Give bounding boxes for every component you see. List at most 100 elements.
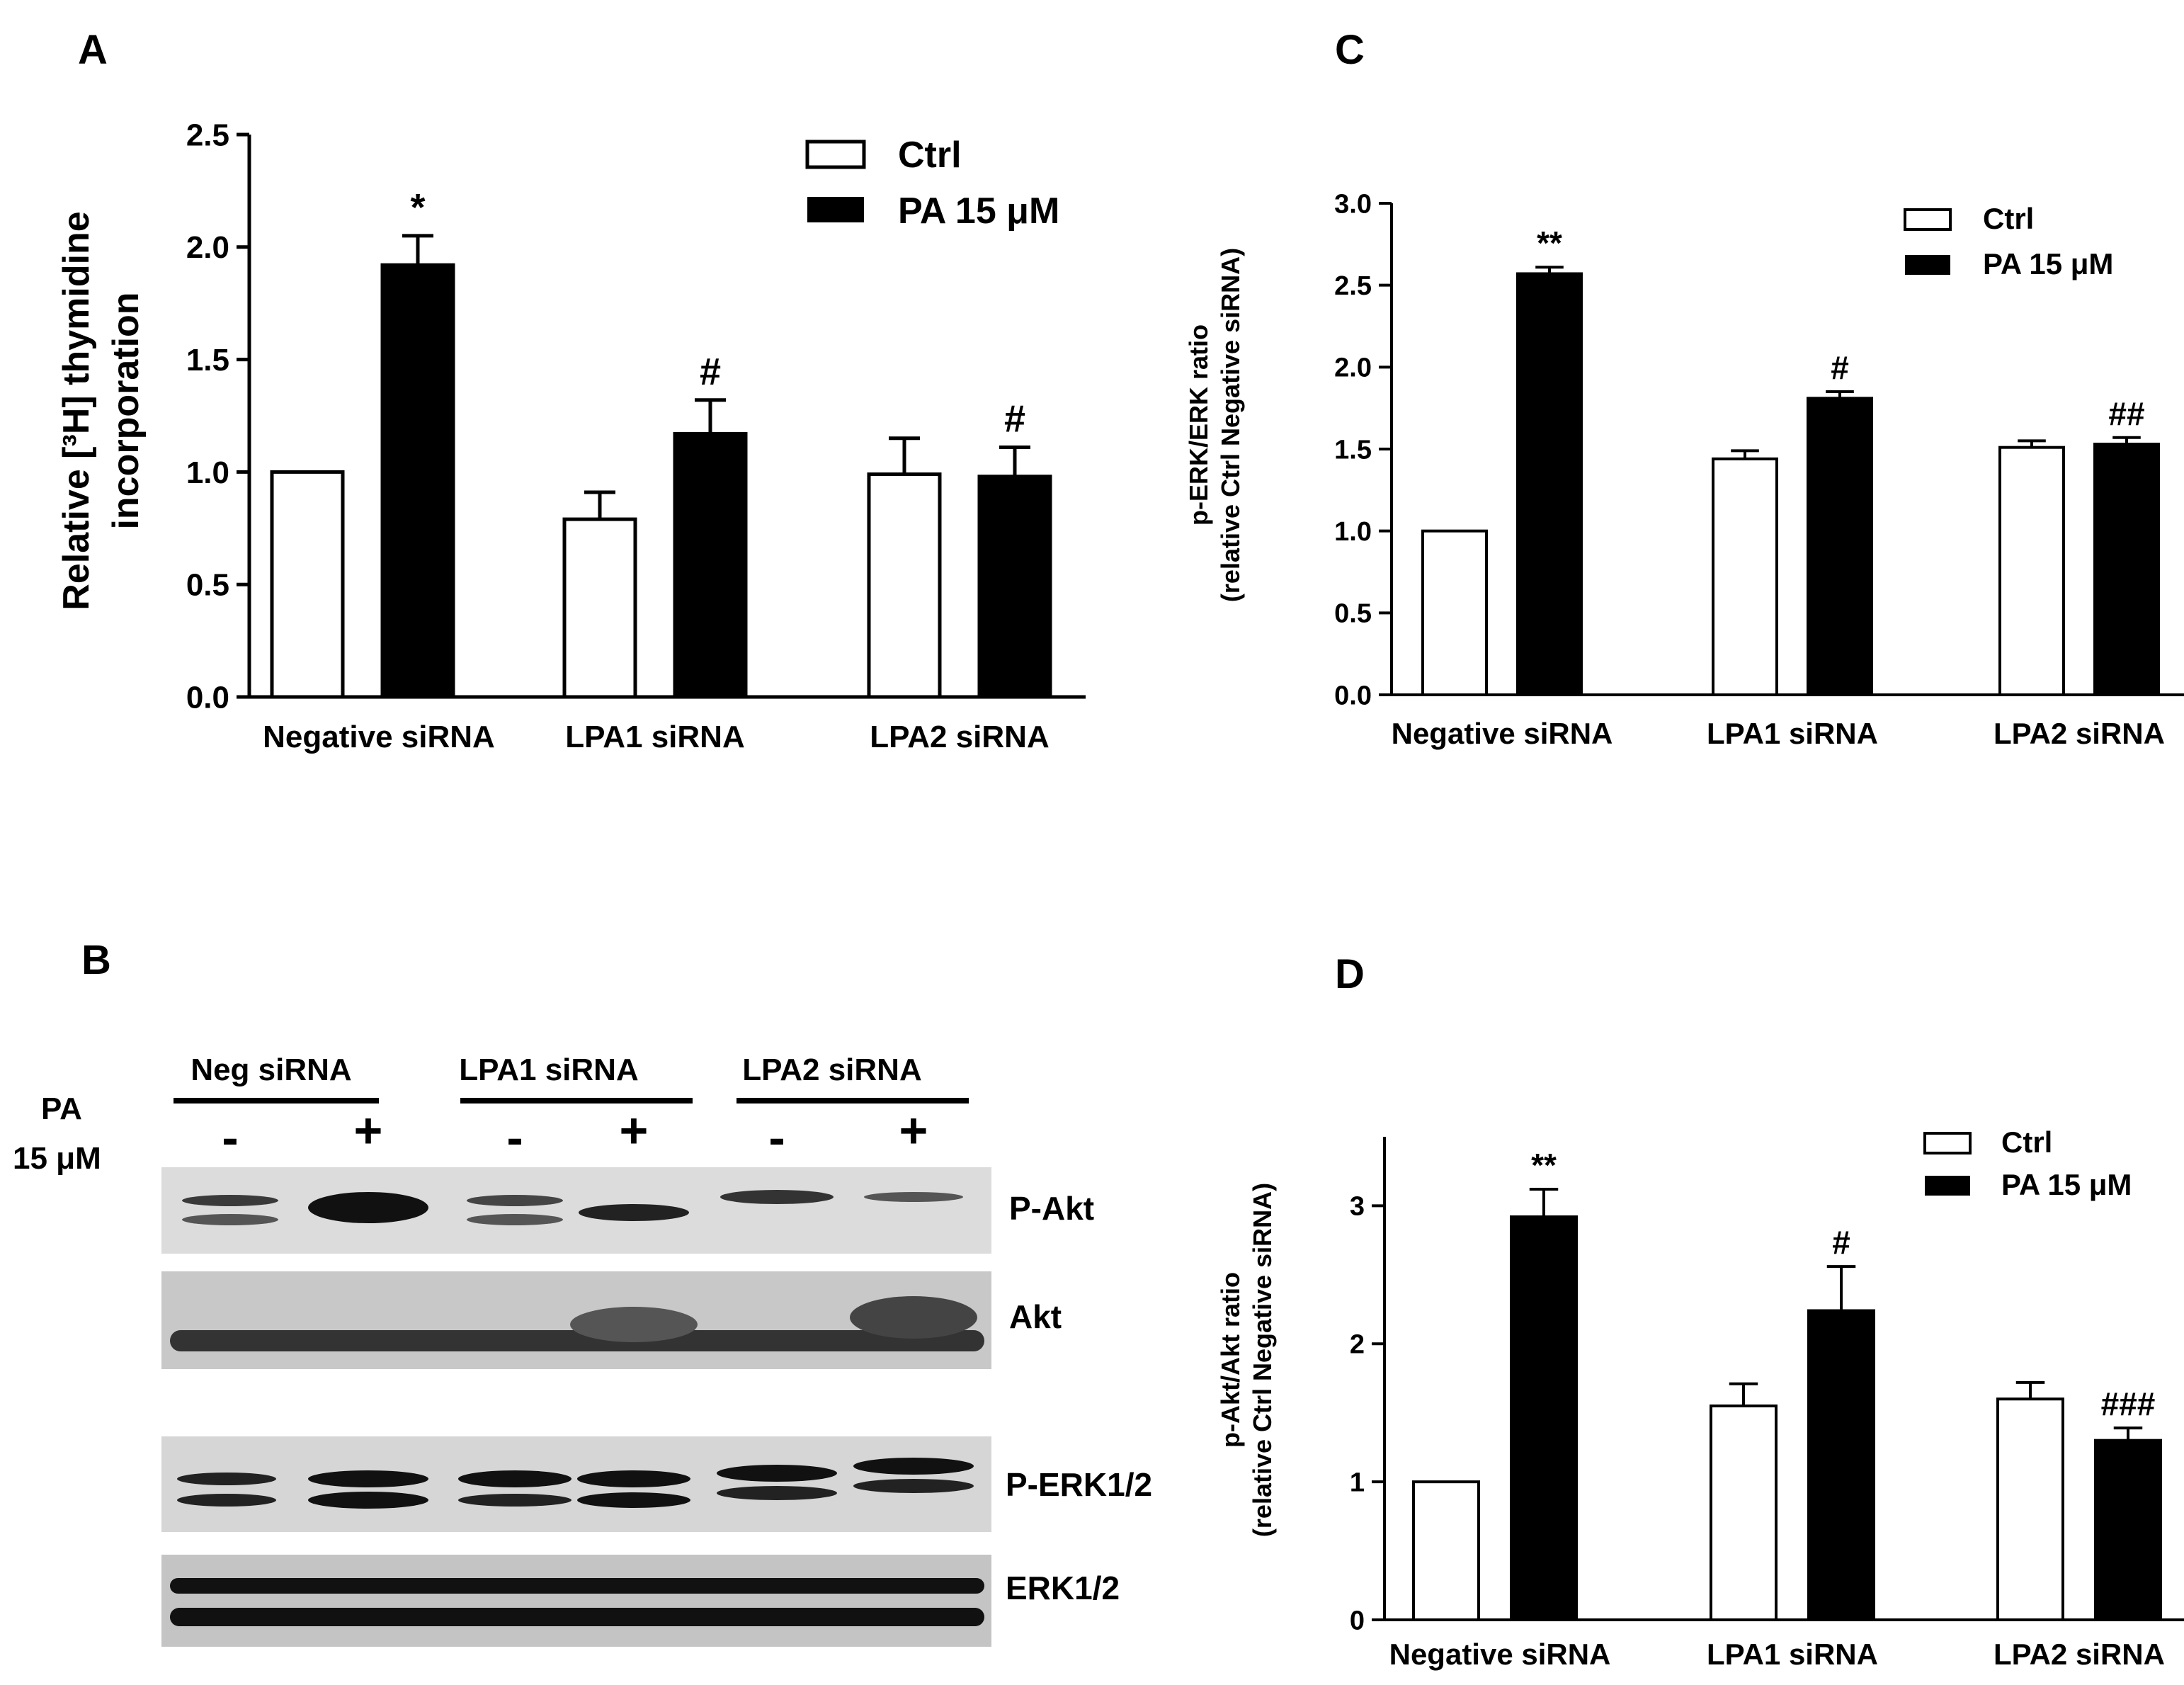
y-tick-label: 1.5 bbox=[186, 343, 229, 378]
significance-label: ** bbox=[1537, 225, 1562, 261]
legend-d: Ctrl PA 15 μM bbox=[1923, 1125, 2132, 1201]
legend-d-ctrl-label: Ctrl bbox=[2001, 1125, 2052, 1159]
blot-strip-akt bbox=[161, 1271, 991, 1369]
bar-ctrl bbox=[1412, 1480, 1480, 1621]
panel-letter-d: D bbox=[1335, 951, 1365, 997]
legend-a-ctrl-label: Ctrl bbox=[898, 135, 962, 176]
legend-c-pa-label: PA 15 μM bbox=[1983, 247, 2113, 280]
lane-sign: - bbox=[768, 1110, 785, 1165]
ylabel-d-line1: p-Akt/Akt ratio bbox=[1216, 1272, 1245, 1448]
x-category-label: LPA2 siRNA bbox=[1994, 1638, 2165, 1671]
significance-label: # bbox=[1832, 1224, 1850, 1261]
bar-ctrl bbox=[1421, 529, 1488, 697]
x-category-label: LPA2 siRNA bbox=[1994, 717, 2165, 750]
lane-sign: - bbox=[222, 1110, 238, 1165]
blot-group-label: LPA1 siRNA bbox=[459, 1053, 638, 1087]
bar-ctrl bbox=[1710, 1404, 1778, 1621]
chart-panel-d: 0 1 2 3 ** Negative siRNA # LPA1 siRNA ### LPA2 s… bbox=[1350, 1137, 2184, 1671]
bar-ctrl bbox=[1998, 446, 2065, 696]
blot-strip-p-akt bbox=[161, 1167, 991, 1254]
y-tick-label: 1.5 bbox=[1334, 435, 1372, 465]
legend-d-ctrl-swatch bbox=[1923, 1132, 1972, 1154]
blot-label-p-akt: P-Akt bbox=[1009, 1190, 1094, 1227]
blot-group-label: LPA2 siRNA bbox=[742, 1053, 921, 1087]
blot-label-p-erk: P-ERK1/2 bbox=[1006, 1466, 1152, 1503]
bar-pa bbox=[2094, 1439, 2162, 1621]
y-tick-label: 1 bbox=[1350, 1468, 1365, 1497]
y-tick-label: 1.0 bbox=[186, 455, 229, 490]
bar-pa bbox=[1510, 1215, 1578, 1621]
bar-pa bbox=[1807, 397, 1873, 697]
bar-pa bbox=[2093, 443, 2160, 696]
legend-d-pa-swatch bbox=[1925, 1176, 1970, 1196]
significance-label: ** bbox=[1531, 1147, 1557, 1184]
lane-sign: + bbox=[899, 1103, 928, 1158]
significance-label: ### bbox=[2101, 1385, 2156, 1422]
legend-a-pa-label: PA 15 μM bbox=[898, 191, 1059, 232]
lane-sign: + bbox=[354, 1103, 383, 1158]
x-category-label: LPA1 siRNA bbox=[565, 720, 744, 754]
x-category-label: LPA1 siRNA bbox=[1707, 717, 1878, 750]
blot-label-erk: ERK1/2 bbox=[1006, 1570, 1120, 1606]
panel-letter-c: C bbox=[1335, 27, 1365, 73]
y-tick-label: 3 bbox=[1350, 1192, 1365, 1222]
bar-ctrl bbox=[1996, 1397, 2064, 1621]
y-tick-label: 1.0 bbox=[1334, 517, 1372, 547]
y-tick-label: 2.5 bbox=[1334, 271, 1372, 301]
x-category-label: Negative siRNA bbox=[263, 720, 495, 754]
bar-pa bbox=[1516, 272, 1583, 696]
y-tick-label: 0.5 bbox=[1334, 599, 1372, 629]
bar-ctrl bbox=[562, 517, 637, 699]
lane-sign: - bbox=[506, 1110, 523, 1165]
bar-pa bbox=[1807, 1309, 1875, 1622]
blot-group-bar bbox=[736, 1098, 969, 1104]
blot-group-bar bbox=[174, 1098, 379, 1104]
significance-label: ## bbox=[2108, 395, 2144, 432]
legend-c-ctrl-swatch bbox=[1904, 208, 1952, 231]
ylabel-a-line1: Relative [³H] thymidine bbox=[56, 211, 97, 610]
y-tick-label: 2 bbox=[1350, 1330, 1365, 1360]
legend-a-ctrl-swatch bbox=[805, 140, 866, 169]
bar-pa bbox=[673, 431, 748, 699]
bar-pa bbox=[977, 475, 1052, 699]
legend-c-ctrl-label: Ctrl bbox=[1983, 202, 2034, 235]
y-tick-label: 3.0 bbox=[1334, 189, 1372, 219]
bar-ctrl bbox=[270, 470, 345, 699]
bar-ctrl bbox=[867, 472, 942, 699]
pa-label-line2: 15 μM bbox=[13, 1141, 101, 1176]
x-category-label: Negative siRNA bbox=[1392, 717, 1613, 750]
y-tick-label: 0.5 bbox=[186, 568, 229, 603]
y-tick-label: 2.5 bbox=[186, 118, 229, 152]
western-blot-panel: PA 15 μM Neg siRNA LPA1 siRNA LPA2 siRNA… bbox=[13, 1053, 1152, 1647]
ylabel-c-line2: (relative Ctrl Negative siRNA) bbox=[1216, 248, 1245, 602]
legend-c-pa-swatch bbox=[1905, 255, 1950, 275]
y-tick-label: 0 bbox=[1350, 1606, 1365, 1635]
x-category-label: LPA2 siRNA bbox=[870, 720, 1049, 754]
bar-ctrl bbox=[1712, 457, 1778, 696]
legend-a-pa-swatch bbox=[807, 197, 864, 222]
significance-label: # bbox=[1831, 349, 1849, 386]
blot-label-akt: Akt bbox=[1009, 1298, 1062, 1335]
legend-c: Ctrl PA 15 μM bbox=[1904, 202, 2113, 280]
chart-panel-a: 0.0 0.5 1.0 1.5 2.0 2.5 * Negative siRNA # LPA1 s… bbox=[186, 118, 1086, 754]
x-category-label: Negative siRNA bbox=[1389, 1638, 1611, 1671]
ylabel-c-line1: p-ERK/ERK ratio bbox=[1184, 324, 1213, 526]
y-tick-label: 0.0 bbox=[186, 680, 229, 715]
blot-group-bar bbox=[460, 1098, 693, 1104]
significance-label: * bbox=[410, 186, 425, 229]
ylabel-a-line2: incorporation bbox=[106, 292, 147, 529]
lane-sign: + bbox=[620, 1103, 649, 1158]
blot-group-label: Neg siRNA bbox=[190, 1053, 351, 1087]
pa-label-line1: PA bbox=[41, 1091, 82, 1126]
blot-strip-erk bbox=[161, 1555, 991, 1647]
panel-letter-b: B bbox=[81, 937, 111, 983]
x-category-label: LPA1 siRNA bbox=[1707, 1638, 1878, 1671]
ylabel-d-line2: (relative Ctrl Negative siRNA) bbox=[1248, 1183, 1277, 1537]
y-tick-label: 2.0 bbox=[186, 230, 229, 265]
bar-pa bbox=[380, 263, 455, 699]
blot-strip-p-erk bbox=[161, 1436, 991, 1532]
significance-label: # bbox=[1004, 397, 1025, 440]
legend-a: Ctrl PA 15 μM bbox=[805, 135, 1059, 232]
significance-label: # bbox=[700, 351, 721, 393]
